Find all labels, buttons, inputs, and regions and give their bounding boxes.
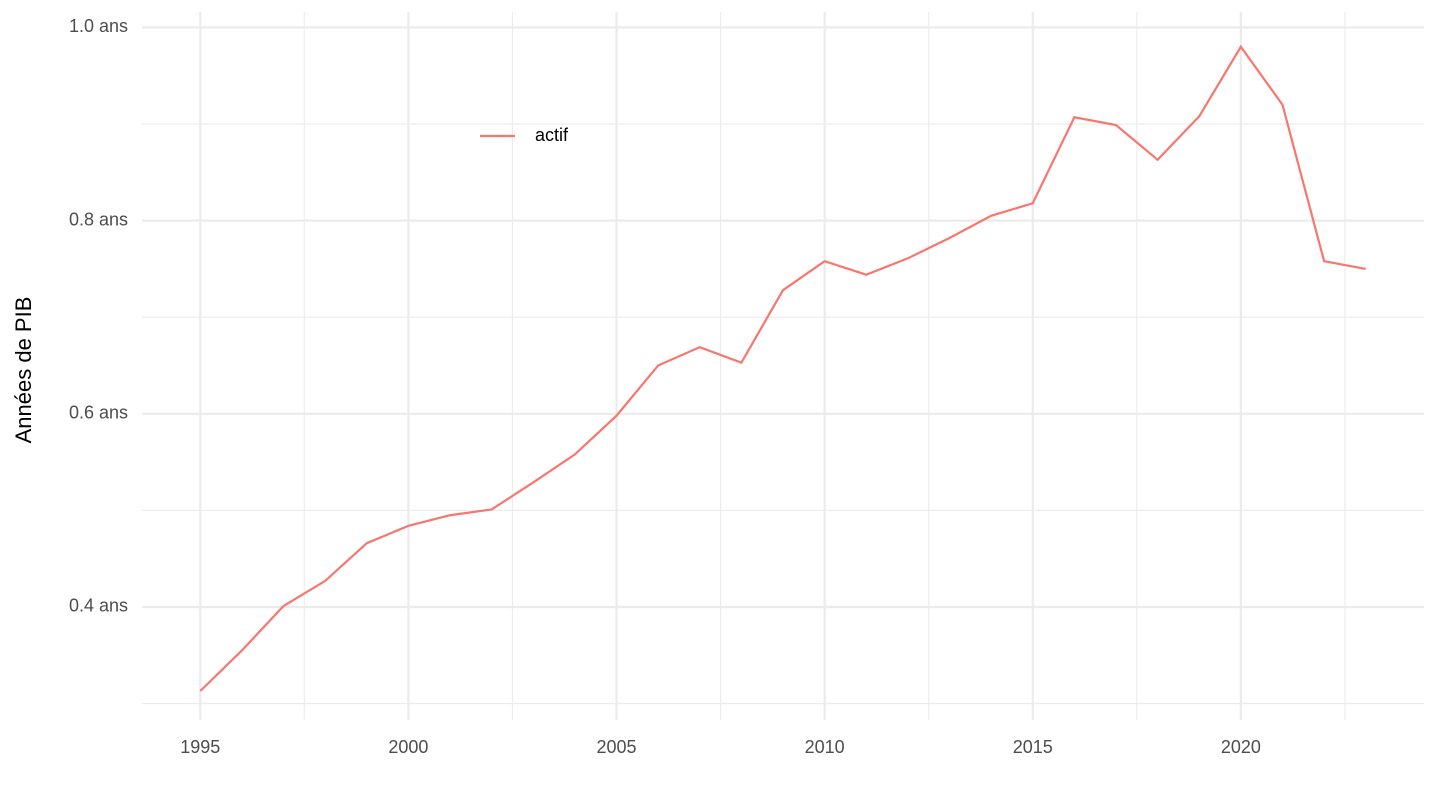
data-line	[199, 44, 1366, 692]
y-tick-label: 0.4 ans	[69, 596, 128, 616]
x-tick-label: 2015	[1013, 737, 1053, 757]
x-tick-label: 2010	[805, 737, 845, 757]
x-tick-label: 2005	[596, 737, 636, 757]
x-tick-label: 2020	[1221, 737, 1261, 757]
y-axis-label: Années de PIB	[11, 297, 36, 444]
x-tick-label: 2000	[388, 737, 428, 757]
y-tick-label: 0.6 ans	[69, 403, 128, 423]
y-tick-label: 1.0 ans	[69, 16, 128, 36]
x-tick-label: 1995	[180, 737, 220, 757]
legend-label: actif	[535, 125, 569, 145]
y-tick-label: 0.8 ans	[69, 209, 128, 229]
